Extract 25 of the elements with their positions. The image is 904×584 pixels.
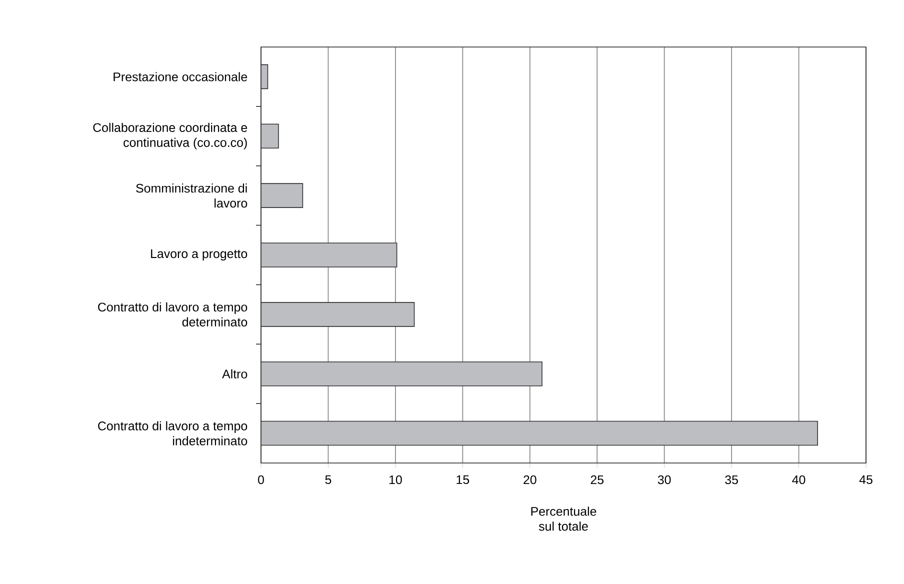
x-tick-label: 25 [590,475,604,484]
y-tick-label: Contratto di lavoro a tempo determinato [98,302,248,326]
bar [260,420,818,446]
y-tick-label: Somministrazione di lavoro [136,184,248,208]
x-tick-label: 0 [258,475,264,484]
x-tick-label: 20 [524,475,536,484]
bar [260,302,415,327]
x-tick-label: 40 [792,475,806,484]
bar [260,183,304,208]
x-tick-label: 45 [859,475,872,484]
x-tick-label: 10 [389,475,402,484]
y-tick-label: Altro [222,369,248,378]
x-tick-label: 35 [725,475,738,484]
bar [260,64,268,90]
bar [260,124,279,149]
bar [260,242,398,268]
x-tick-label: 5 [325,475,332,484]
x-tick-label: 15 [456,475,470,484]
y-tick-label: Prestazione occasionale [114,72,248,82]
bar [260,361,542,386]
y-tick-label: Lavoro a progetto [151,249,248,261]
y-tick-label: Contratto di lavoro a tempo indeterminato [98,421,248,446]
x-axis-title: Percentuale sul totale [531,506,596,531]
x-tick-label: 30 [658,475,671,484]
y-tick-label: Collaborazione coordinata e continuativa (co.co.co) [93,122,248,150]
